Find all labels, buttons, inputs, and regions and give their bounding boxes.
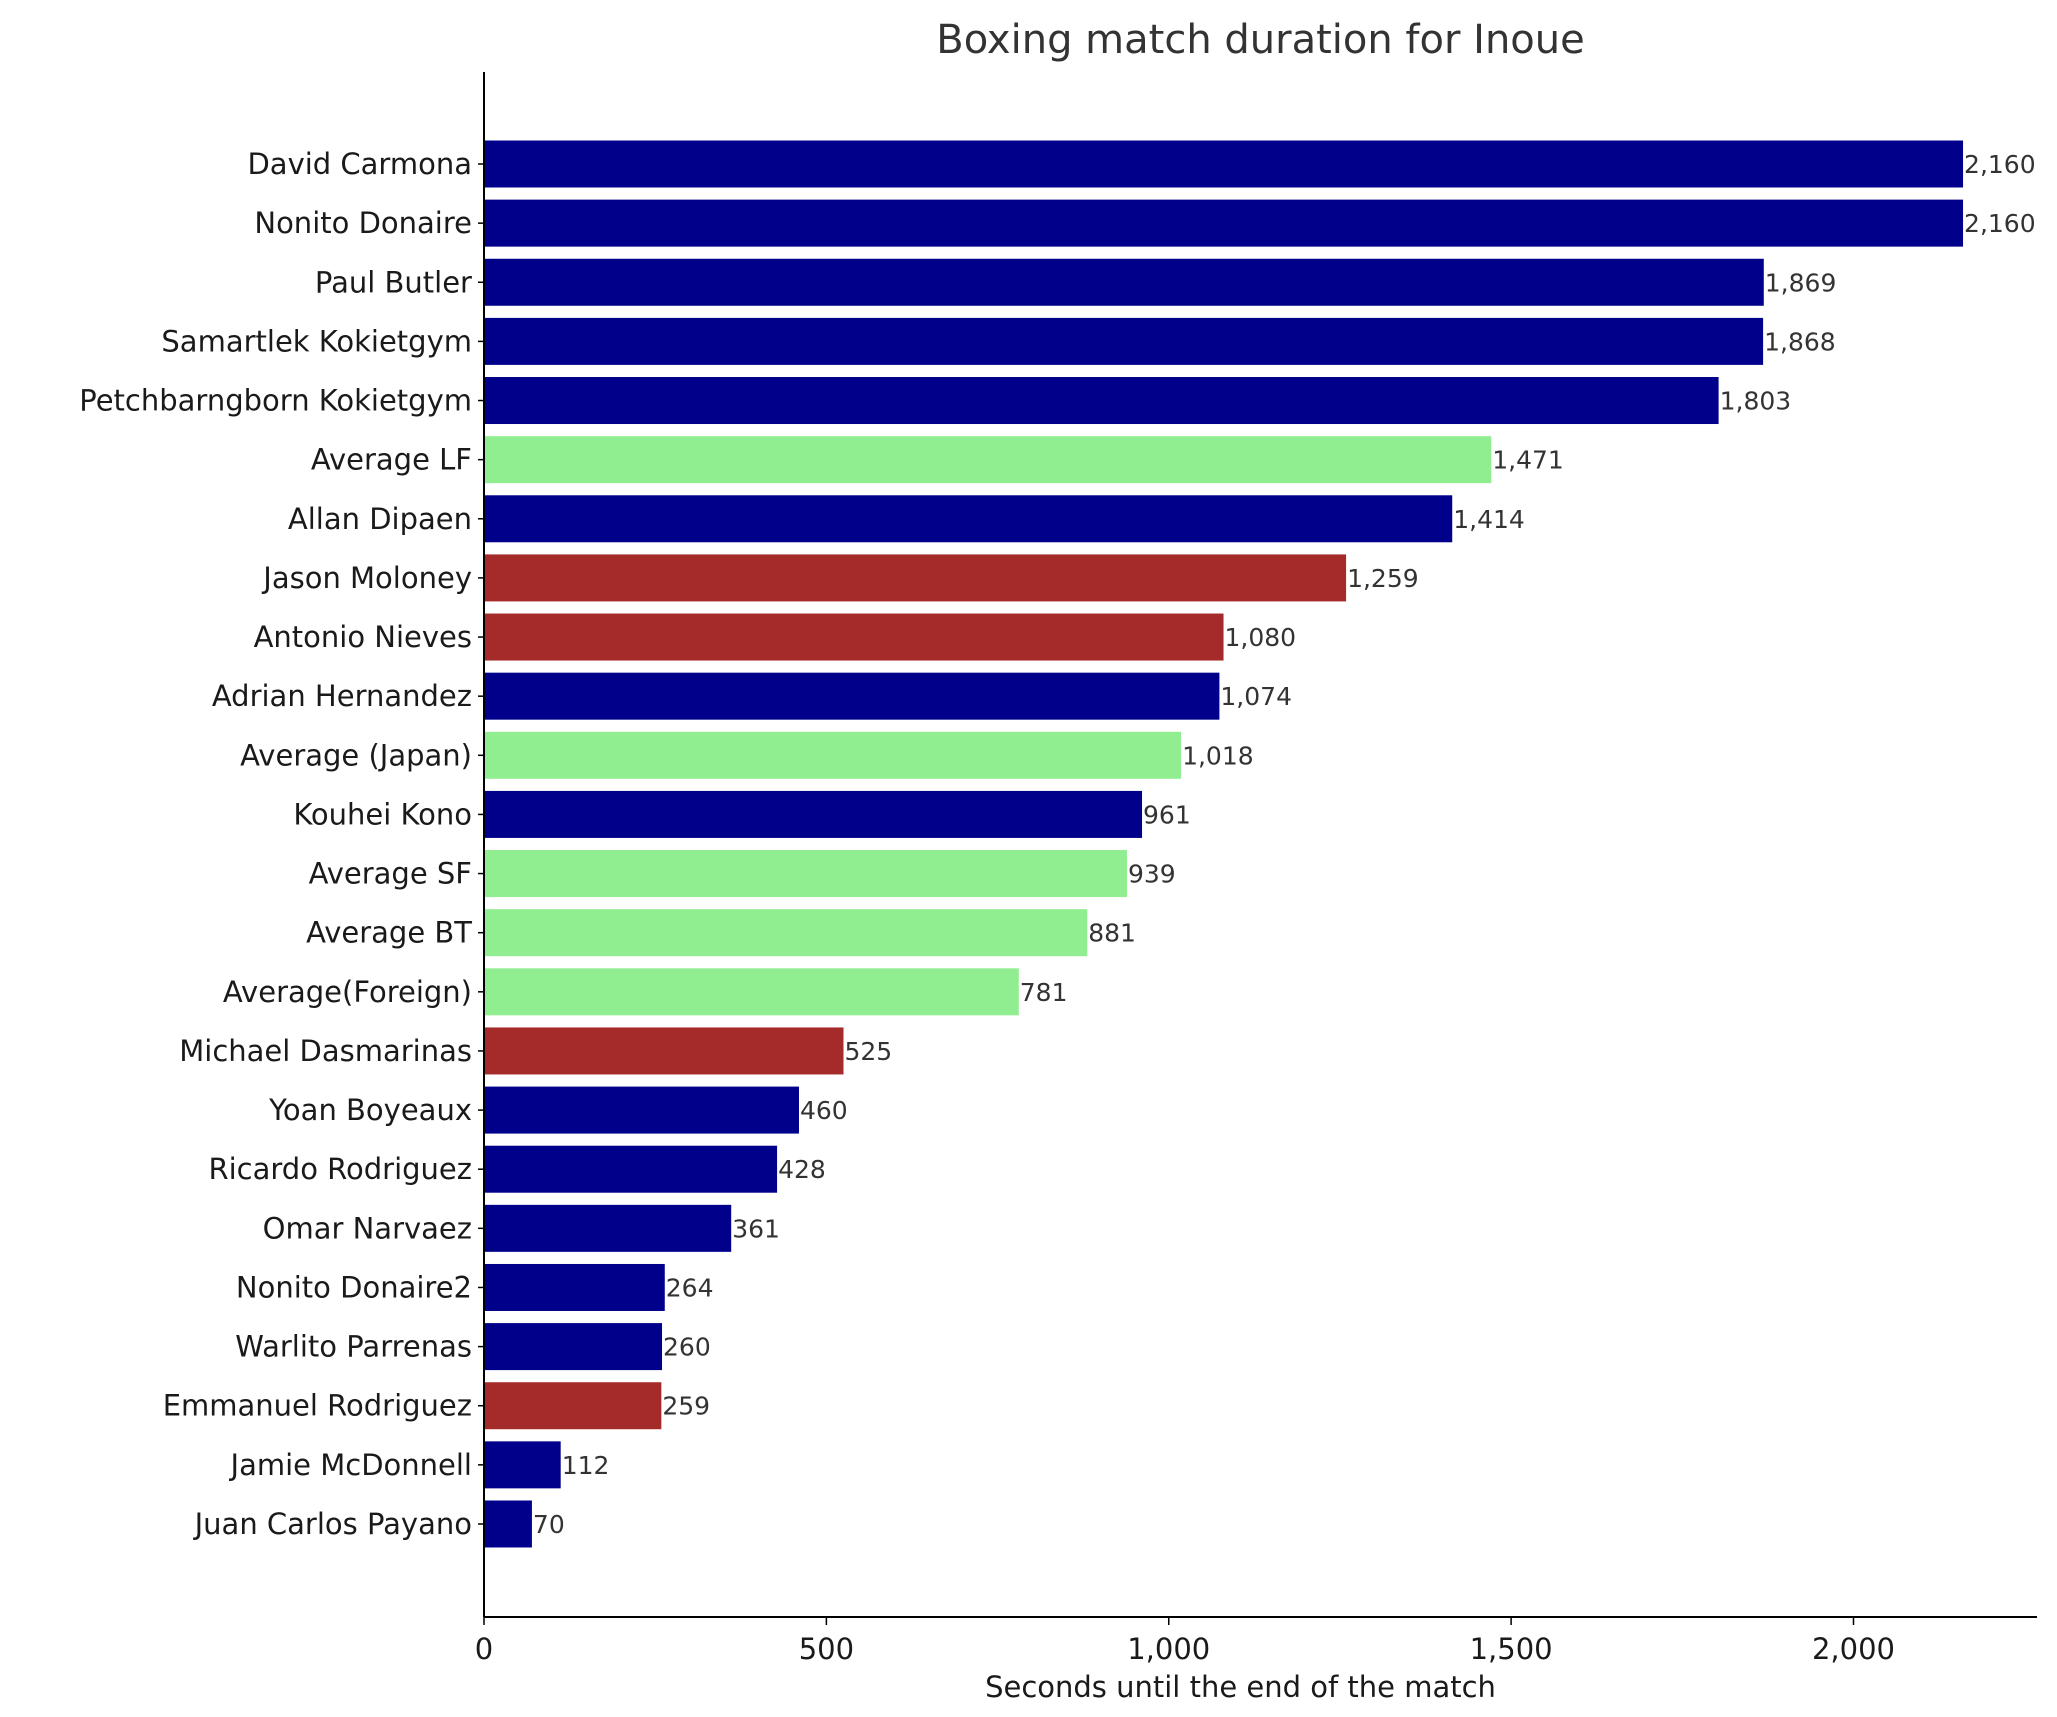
value-label: 1,074 (1220, 682, 1292, 711)
value-label: 1,803 (1720, 387, 1792, 416)
bar (484, 140, 1964, 188)
value-label: 264 (666, 1273, 714, 1302)
bar (484, 1263, 665, 1311)
category-label: Average (Japan) (240, 738, 472, 772)
category-label: Paul Butler (315, 265, 472, 299)
category-label: Average(Foreign) (223, 975, 472, 1009)
category-label: Average BT (306, 916, 472, 950)
bar (484, 554, 1347, 602)
value-label: 112 (562, 1451, 610, 1480)
value-label: 881 (1088, 919, 1136, 948)
category-label: Jason Moloney (261, 561, 472, 595)
x-tick-label: 500 (799, 1632, 854, 1666)
category-label: Jamie McDonnell (229, 1448, 472, 1482)
bar (484, 1382, 662, 1430)
value-label: 259 (662, 1392, 710, 1421)
x-tick-label: 1,000 (1127, 1632, 1210, 1666)
x-tick-label: 1,500 (1470, 1632, 1553, 1666)
value-label: 1,018 (1182, 741, 1254, 770)
bar (484, 850, 1127, 898)
bar (484, 199, 1964, 247)
category-label: Allan Dipaen (288, 502, 472, 536)
value-label: 1,471 (1492, 446, 1564, 475)
bar (484, 495, 1453, 543)
value-label: 460 (800, 1096, 848, 1125)
chart-title: Boxing match duration for Inoue (936, 17, 1584, 63)
value-label: 525 (844, 1037, 892, 1066)
value-label: 1,259 (1347, 564, 1419, 593)
value-label: 1,080 (1225, 623, 1297, 652)
category-label: Average SF (309, 857, 472, 891)
category-label: Adrian Hernandez (212, 679, 472, 713)
bars-layer (484, 140, 1964, 1548)
category-label: David Carmona (247, 147, 472, 181)
value-label: 428 (778, 1155, 826, 1184)
x-tick-label: 0 (475, 1632, 493, 1666)
bar (484, 1086, 799, 1134)
x-ticks: 0 500 1,000 1,500 2,000 (475, 1617, 1895, 1666)
category-label: Yoan Boyeaux (268, 1093, 472, 1127)
value-label: 2,160 (1964, 209, 2036, 238)
value-label: 939 (1128, 860, 1176, 889)
category-label: Average LF (311, 443, 472, 477)
value-label: 2,160 (1964, 150, 2036, 179)
value-label: 1,868 (1764, 327, 1836, 356)
axes (483, 72, 2037, 1618)
category-label: Omar Narvaez (263, 1211, 472, 1245)
category-label: Petchbarngborn Kokietgym (79, 384, 472, 418)
bar (484, 790, 1143, 838)
value-label: 961 (1143, 800, 1191, 829)
category-label: Warlito Parrenas (235, 1330, 472, 1364)
value-label: 361 (732, 1214, 780, 1243)
bar (484, 613, 1224, 661)
category-label: Nonito Donaire (254, 206, 472, 240)
bar (484, 1441, 561, 1489)
bar (484, 1204, 732, 1252)
bar (484, 968, 1019, 1016)
x-tick-label: 2,000 (1812, 1632, 1895, 1666)
value-labels: 2,160 2,160 1,869 1,868 1,803 1,471 1,414 1,259… (533, 150, 2036, 1539)
bar (484, 258, 1764, 306)
bar (484, 436, 1492, 484)
value-label: 1,414 (1453, 505, 1525, 534)
bar (484, 1027, 844, 1075)
category-label: Samartlek Kokietgym (161, 324, 472, 358)
value-label: 781 (1020, 978, 1068, 1007)
bar (484, 317, 1764, 365)
category-label: Nonito Donaire2 (236, 1270, 472, 1304)
value-label: 70 (533, 1510, 565, 1539)
category-label: Ricardo Rodriguez (208, 1152, 472, 1186)
category-label: Antonio Nieves (254, 620, 472, 654)
category-label: Michael Dasmarinas (179, 1034, 472, 1068)
value-label: 260 (663, 1333, 711, 1362)
x-axis-title: Seconds until the end of the match (985, 1670, 1496, 1704)
bar (484, 909, 1088, 957)
bar (484, 377, 1719, 425)
bar (484, 1500, 532, 1548)
value-label: 1,869 (1765, 268, 1837, 297)
category-labels: David Carmona Nonito Donaire Paul Butler Sa… (79, 147, 484, 1541)
bar (484, 672, 1220, 720)
category-label: Emmanuel Rodriguez (163, 1389, 472, 1423)
category-label: Kouhei Kono (293, 797, 472, 831)
bar (484, 1145, 778, 1193)
bar (484, 731, 1182, 779)
category-label: Juan Carlos Payano (193, 1507, 472, 1541)
bar (484, 1323, 663, 1371)
